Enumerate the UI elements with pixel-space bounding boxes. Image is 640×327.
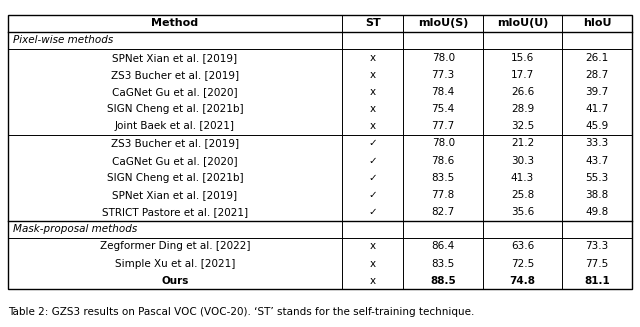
Text: Table 2: GZS3 results on Pascal VOC (VOC-20). ‘ST’ stands for the self-training : Table 2: GZS3 results on Pascal VOC (VOC… (8, 307, 474, 317)
Text: Ours: Ours (161, 276, 189, 286)
Text: x: x (370, 70, 376, 80)
Text: 78.6: 78.6 (431, 156, 455, 166)
Text: 35.6: 35.6 (511, 207, 534, 217)
Text: SIGN Cheng et al. [2021b]: SIGN Cheng et al. [2021b] (107, 173, 243, 183)
Text: Joint Baek et al. [2021]: Joint Baek et al. [2021] (115, 121, 235, 131)
Text: mIoU(S): mIoU(S) (418, 18, 468, 28)
Text: 32.5: 32.5 (511, 121, 534, 131)
Text: 83.5: 83.5 (431, 173, 455, 183)
Text: 73.3: 73.3 (586, 241, 609, 251)
Text: ZS3 Bucher et al. [2019]: ZS3 Bucher et al. [2019] (111, 138, 239, 148)
Text: 78.0: 78.0 (431, 138, 455, 148)
Text: x: x (370, 104, 376, 114)
Text: 38.8: 38.8 (586, 190, 609, 200)
Text: CaGNet Gu et al. [2020]: CaGNet Gu et al. [2020] (112, 156, 238, 166)
Text: 49.8: 49.8 (586, 207, 609, 217)
Text: STRICT Pastore et al. [2021]: STRICT Pastore et al. [2021] (102, 207, 248, 217)
Text: 81.1: 81.1 (584, 276, 610, 286)
Text: 30.3: 30.3 (511, 156, 534, 166)
Text: ✓: ✓ (369, 173, 377, 183)
Text: 28.9: 28.9 (511, 104, 534, 114)
Text: Method: Method (152, 18, 198, 28)
Text: 25.8: 25.8 (511, 190, 534, 200)
Text: x: x (370, 87, 376, 97)
Text: 78.4: 78.4 (431, 87, 455, 97)
Text: 86.4: 86.4 (431, 241, 455, 251)
Text: ST: ST (365, 18, 381, 28)
Text: 88.5: 88.5 (430, 276, 456, 286)
Text: CaGNet Gu et al. [2020]: CaGNet Gu et al. [2020] (112, 87, 238, 97)
Text: 39.7: 39.7 (586, 87, 609, 97)
Text: ✓: ✓ (369, 207, 377, 217)
Text: ✓: ✓ (369, 190, 377, 200)
Text: 43.7: 43.7 (586, 156, 609, 166)
Text: 83.5: 83.5 (431, 259, 455, 269)
Text: Pixel-wise methods: Pixel-wise methods (13, 35, 113, 45)
Text: 41.7: 41.7 (586, 104, 609, 114)
Text: 82.7: 82.7 (431, 207, 455, 217)
Text: Mask-proposal methods: Mask-proposal methods (13, 224, 137, 234)
Text: 77.3: 77.3 (431, 70, 455, 80)
Text: 55.3: 55.3 (586, 173, 609, 183)
Text: x: x (370, 53, 376, 63)
Text: hIoU: hIoU (583, 18, 611, 28)
Text: 41.3: 41.3 (511, 173, 534, 183)
Text: 26.6: 26.6 (511, 87, 534, 97)
Text: 33.3: 33.3 (586, 138, 609, 148)
Text: x: x (370, 276, 376, 286)
Text: ZS3 Bucher et al. [2019]: ZS3 Bucher et al. [2019] (111, 70, 239, 80)
Text: 75.4: 75.4 (431, 104, 455, 114)
Text: 77.5: 77.5 (586, 259, 609, 269)
Text: 63.6: 63.6 (511, 241, 534, 251)
Text: 72.5: 72.5 (511, 259, 534, 269)
Text: 78.0: 78.0 (431, 53, 455, 63)
Text: SPNet Xian et al. [2019]: SPNet Xian et al. [2019] (113, 190, 237, 200)
Text: x: x (370, 241, 376, 251)
Text: x: x (370, 121, 376, 131)
Bar (8, 15, 632, 289)
Text: 77.7: 77.7 (431, 121, 455, 131)
Text: 26.1: 26.1 (586, 53, 609, 63)
Text: 28.7: 28.7 (586, 70, 609, 80)
Text: 17.7: 17.7 (511, 70, 534, 80)
Text: Simple Xu et al. [2021]: Simple Xu et al. [2021] (115, 259, 236, 269)
Text: 21.2: 21.2 (511, 138, 534, 148)
Text: 15.6: 15.6 (511, 53, 534, 63)
Text: 74.8: 74.8 (509, 276, 536, 286)
Text: Zegformer Ding et al. [2022]: Zegformer Ding et al. [2022] (100, 241, 250, 251)
Text: SIGN Cheng et al. [2021b]: SIGN Cheng et al. [2021b] (107, 104, 243, 114)
Text: 45.9: 45.9 (586, 121, 609, 131)
Text: ✓: ✓ (369, 138, 377, 148)
Text: ✓: ✓ (369, 156, 377, 166)
Text: x: x (370, 259, 376, 269)
Text: SPNet Xian et al. [2019]: SPNet Xian et al. [2019] (113, 53, 237, 63)
Text: mIoU(U): mIoU(U) (497, 18, 548, 28)
Text: 77.8: 77.8 (431, 190, 455, 200)
